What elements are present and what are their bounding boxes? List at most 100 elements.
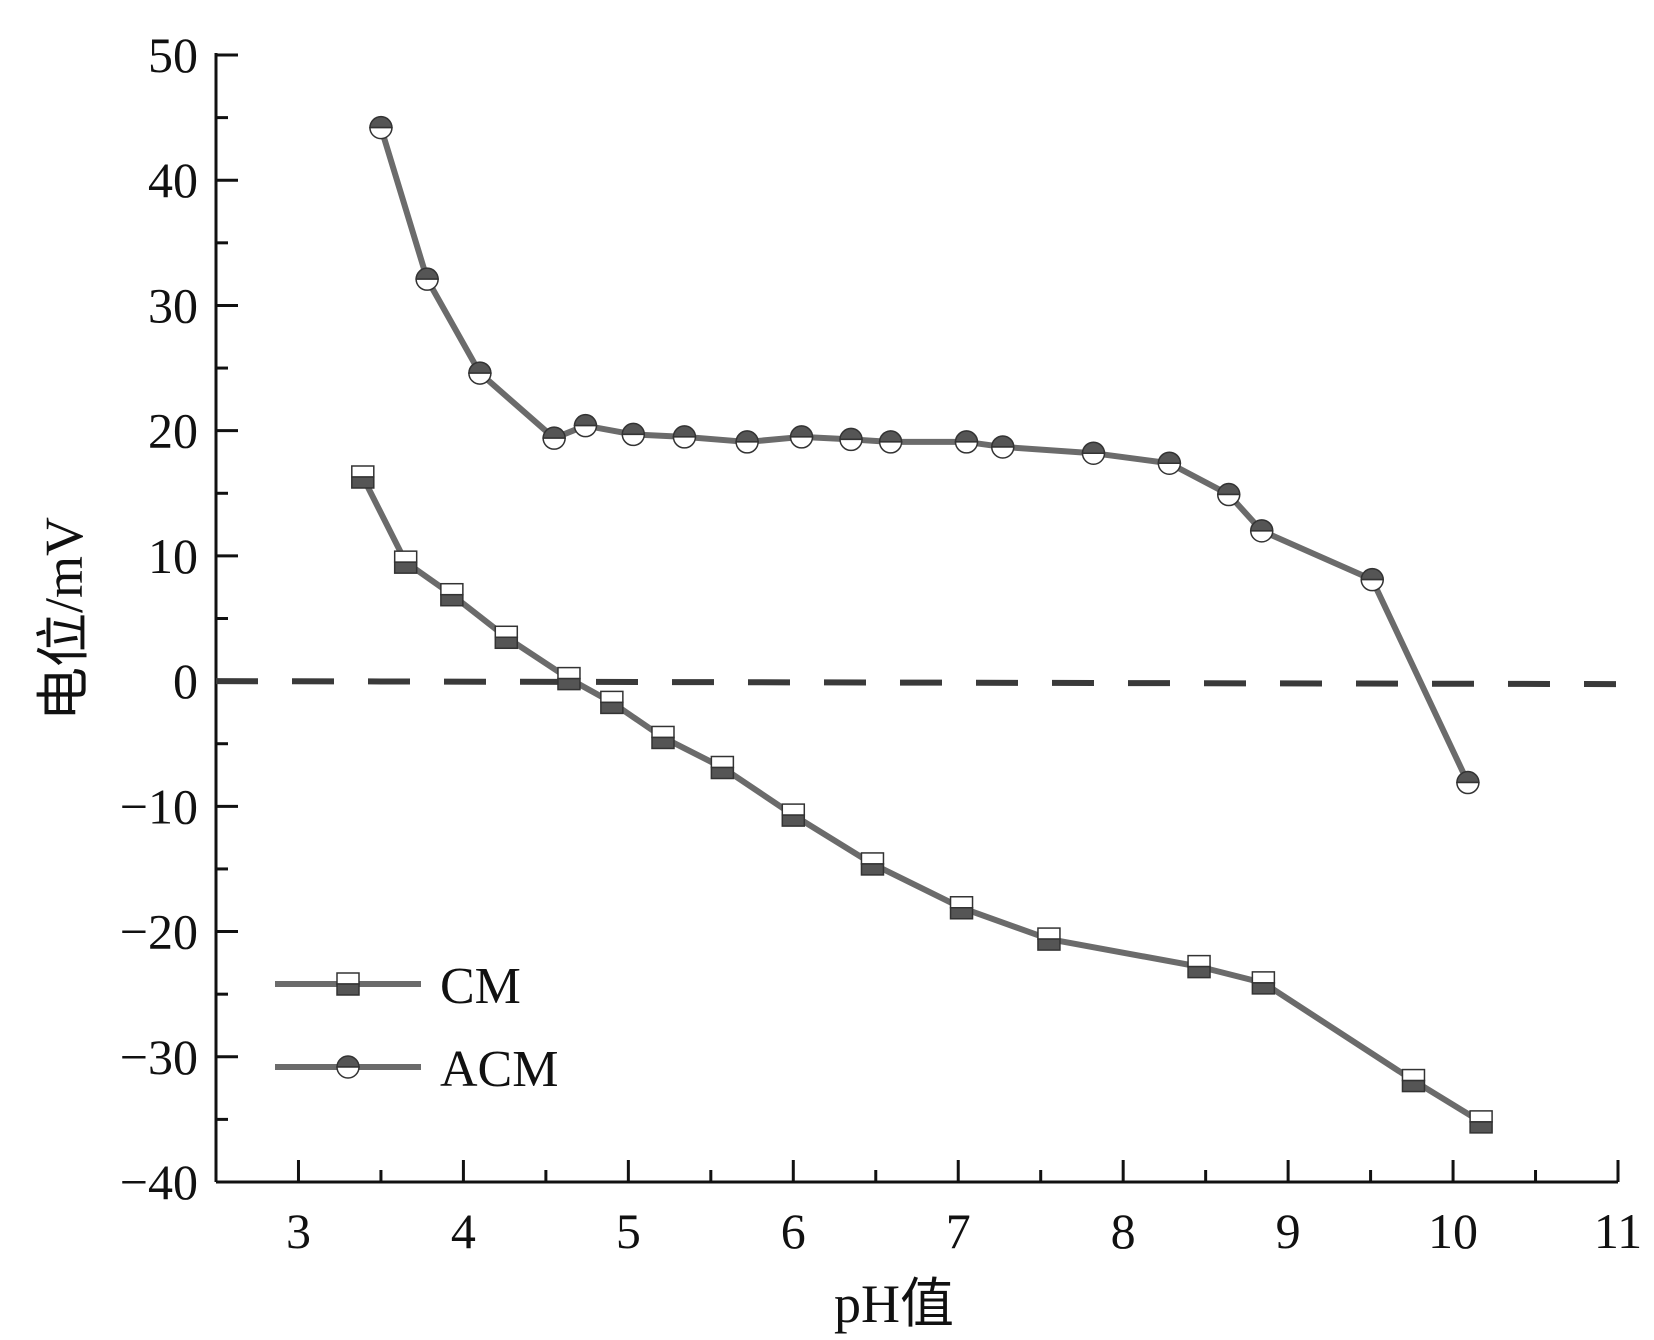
circle-marker	[789, 425, 814, 449]
marker-top-half	[651, 725, 675, 739]
marker-top-half	[954, 430, 979, 443]
marker-bottom-half	[440, 593, 464, 607]
marker-top-half	[336, 972, 360, 985]
axes	[214, 53, 1618, 1184]
square-marker	[1187, 954, 1211, 979]
circle-marker	[878, 430, 903, 454]
marker-bottom-half	[1469, 1121, 1493, 1134]
marker-bottom-half	[1157, 462, 1182, 475]
marker-bottom-half	[1037, 938, 1061, 951]
marker-top-half	[393, 550, 418, 563]
circle-marker	[336, 1055, 360, 1079]
y-tick-label: −10	[120, 778, 198, 834]
marker-bottom-half	[954, 441, 979, 454]
square-marker	[651, 725, 675, 750]
marker-bottom-half	[1401, 1079, 1426, 1093]
zero-reference-line	[215, 678, 1617, 688]
legend-item-acm: ACM	[275, 1041, 558, 1098]
square-marker	[1251, 971, 1276, 995]
y-axis-label: 电位/mV	[34, 517, 94, 721]
series-acm	[369, 115, 1480, 795]
x-axis-label: pH值	[834, 1274, 954, 1334]
x-tick-label: 6	[781, 1203, 806, 1259]
legend-item-cm: CM	[275, 958, 521, 1015]
marker-top-half	[1249, 519, 1274, 532]
marker-top-half	[991, 435, 1015, 448]
marker-top-half	[468, 361, 492, 374]
circle-marker	[672, 425, 697, 449]
y-tick-label: 40	[148, 152, 198, 208]
square-marker	[949, 896, 974, 920]
marker-bottom-half	[573, 424, 598, 438]
legend: CM ACM	[275, 958, 558, 1098]
marker-bottom-half	[336, 1066, 360, 1079]
marker-bottom-half	[1456, 781, 1480, 795]
x-tick-label: 9	[1276, 1203, 1301, 1259]
square-marker	[336, 972, 360, 996]
square-marker	[1401, 1068, 1426, 1093]
marker-bottom-half	[415, 278, 439, 291]
circle-marker	[415, 267, 439, 291]
circle-marker	[954, 430, 979, 454]
circle-marker	[1157, 451, 1182, 475]
y-tick-label: 10	[148, 528, 198, 584]
circle-marker	[1081, 441, 1106, 465]
marker-bottom-half	[839, 438, 863, 452]
marker-bottom-half	[393, 561, 418, 574]
series-cm	[351, 465, 1493, 1134]
marker-bottom-half	[542, 437, 566, 450]
marker-bottom-half	[789, 436, 814, 449]
marker-bottom-half	[369, 126, 393, 140]
square-marker	[781, 803, 806, 827]
x-tick-label: 10	[1428, 1203, 1478, 1259]
marker-bottom-half	[1360, 578, 1384, 592]
marker-top-half	[621, 422, 646, 436]
marker-bottom-half	[735, 441, 759, 454]
y-tick-label: 0	[173, 653, 198, 709]
x-tick-label: 4	[451, 1203, 476, 1259]
marker-top-half	[839, 427, 863, 441]
x-tick-label: 8	[1111, 1203, 1136, 1259]
marker-bottom-half	[1216, 493, 1241, 507]
square-marker	[860, 852, 885, 876]
marker-top-half	[1216, 482, 1241, 496]
y-tick-label: −20	[120, 904, 198, 960]
circle-marker	[1456, 770, 1480, 795]
series-layer	[351, 115, 1493, 1134]
marker-bottom-half	[621, 433, 646, 447]
marker-top-half	[1456, 770, 1480, 784]
legend-label: CM	[440, 958, 521, 1015]
circle-marker	[1360, 568, 1384, 592]
marker-top-half	[557, 666, 581, 680]
square-marker	[710, 755, 735, 780]
square-marker	[440, 582, 464, 607]
marker-bottom-half	[710, 766, 735, 780]
marker-top-half	[1081, 441, 1106, 454]
x-tick-label: 11	[1594, 1203, 1642, 1259]
square-marker	[1469, 1110, 1493, 1134]
marker-top-half	[1157, 451, 1182, 464]
marker-bottom-half	[672, 436, 697, 449]
marker-bottom-half	[600, 701, 624, 715]
circle-marker	[369, 115, 393, 140]
square-marker	[600, 690, 624, 715]
marker-top-half	[781, 803, 806, 816]
circle-marker	[573, 413, 598, 438]
marker-bottom-half	[1251, 982, 1276, 995]
marker-bottom-half	[949, 907, 974, 920]
marker-top-half	[415, 267, 439, 280]
circle-marker	[542, 426, 566, 450]
series-line	[360, 475, 1483, 1125]
marker-top-half	[1469, 1110, 1493, 1123]
ticks: 3 4 5 6 7 8 9 10 11 −40 −30 −20 −10 0 10 20 30 40 50	[120, 27, 1642, 1259]
marker-bottom-half	[351, 476, 375, 489]
marker-top-half	[735, 430, 759, 443]
marker-bottom-half	[468, 372, 492, 385]
marker-top-half	[1401, 1068, 1426, 1082]
marker-top-half	[542, 426, 566, 439]
marker-top-half	[1251, 971, 1276, 984]
marker-top-half	[440, 582, 464, 596]
marker-top-half	[878, 430, 903, 443]
marker-bottom-half	[1081, 452, 1106, 465]
marker-bottom-half	[1187, 965, 1211, 979]
